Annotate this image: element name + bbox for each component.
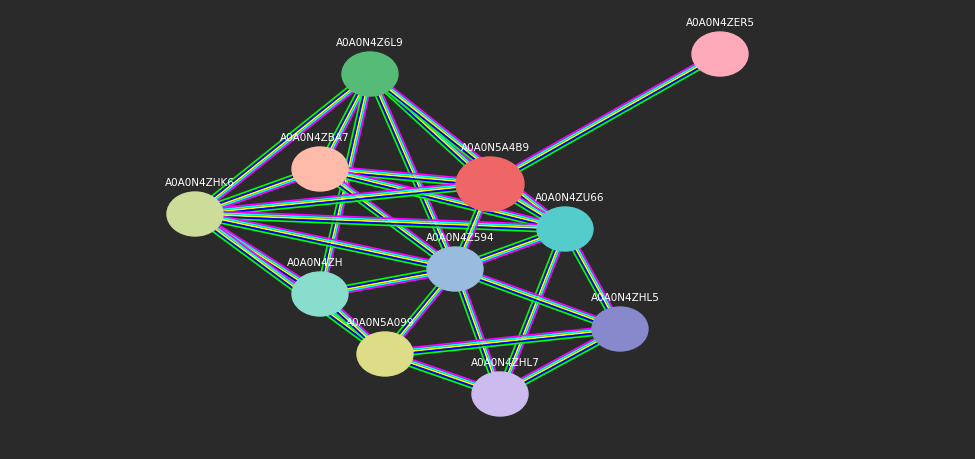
Ellipse shape bbox=[167, 193, 223, 236]
Ellipse shape bbox=[342, 53, 398, 97]
Text: A0A0N4ZBA7: A0A0N4ZBA7 bbox=[280, 133, 350, 143]
Text: A0A0N4ZH: A0A0N4ZH bbox=[287, 257, 343, 268]
Ellipse shape bbox=[472, 372, 528, 416]
Text: A0A0N4Z6L9: A0A0N4Z6L9 bbox=[336, 38, 404, 48]
Text: A0A0N4ZHL7: A0A0N4ZHL7 bbox=[471, 357, 539, 367]
Ellipse shape bbox=[357, 332, 413, 376]
Ellipse shape bbox=[456, 157, 524, 212]
Text: A0A0N4ZER5: A0A0N4ZER5 bbox=[685, 18, 755, 28]
Text: A0A0N4ZHK6: A0A0N4ZHK6 bbox=[165, 178, 235, 188]
Ellipse shape bbox=[592, 308, 648, 351]
Ellipse shape bbox=[692, 33, 748, 77]
Ellipse shape bbox=[292, 148, 348, 191]
Text: A0A0N5A4B9: A0A0N5A4B9 bbox=[460, 143, 529, 153]
Ellipse shape bbox=[292, 272, 348, 316]
Text: A0A0N5A099: A0A0N5A099 bbox=[346, 317, 414, 327]
Text: A0A0N4ZHL5: A0A0N4ZHL5 bbox=[591, 292, 659, 302]
Text: A0A0N4ZU66: A0A0N4ZU66 bbox=[535, 193, 604, 202]
Ellipse shape bbox=[537, 207, 593, 252]
Text: A0A0N4Z594: A0A0N4Z594 bbox=[426, 233, 494, 242]
Ellipse shape bbox=[427, 247, 483, 291]
